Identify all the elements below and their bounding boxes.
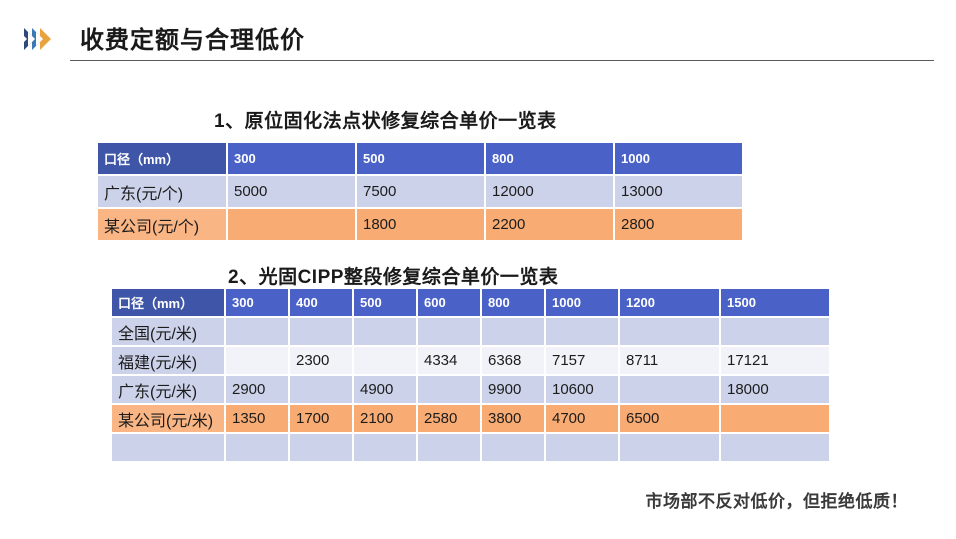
row-label: 全国(元/米) <box>112 318 224 345</box>
chevron-right-icon-3 <box>36 28 51 50</box>
table-row: 某公司(元/个) 1800 2200 2800 <box>98 209 742 240</box>
unit-price-table-cipp-lining: 口径（mm） 300 400 500 600 800 1000 1200 150… <box>110 287 831 463</box>
table-cell <box>418 376 480 403</box>
table-cell: 9900 <box>482 376 544 403</box>
table-header-cell: 口径（mm） <box>98 143 226 174</box>
table-row <box>112 434 829 461</box>
unit-price-table-spot-repair: 口径（mm） 300 500 800 1000 广东(元/个) 5000 750… <box>96 141 744 242</box>
table-cell <box>721 318 829 345</box>
table-cell: 13000 <box>615 176 742 207</box>
table-cell: 2300 <box>290 347 352 374</box>
table-cell: 2100 <box>354 405 416 432</box>
table-cell <box>228 209 355 240</box>
table-cell <box>418 434 480 461</box>
chevron-group-icon <box>20 28 51 50</box>
row-label: 某公司(元/个) <box>98 209 226 240</box>
table-cell: 7500 <box>357 176 484 207</box>
table-header-cell: 800 <box>486 143 613 174</box>
table-cell: 6500 <box>620 405 719 432</box>
header-divider <box>70 60 934 61</box>
table-header-row: 口径（mm） 300 400 500 600 800 1000 1200 150… <box>112 289 829 316</box>
slide-header: 收费定额与合理低价 <box>0 0 956 66</box>
table-row: 广东(元/米) 2900 4900 9900 10600 18000 <box>112 376 829 403</box>
table-cell <box>620 376 719 403</box>
table-header-cell: 500 <box>357 143 484 174</box>
table-cell: 2580 <box>418 405 480 432</box>
row-label: 福建(元/米) <box>112 347 224 374</box>
table-cell <box>546 318 618 345</box>
table-cell: 2800 <box>615 209 742 240</box>
table-cell: 1700 <box>290 405 352 432</box>
table-cell: 4334 <box>418 347 480 374</box>
table-cell: 2900 <box>226 376 288 403</box>
row-label <box>112 434 224 461</box>
table-cell <box>546 434 618 461</box>
row-label: 广东(元/个) <box>98 176 226 207</box>
page-title: 收费定额与合理低价 <box>80 27 305 54</box>
table-cell <box>721 434 829 461</box>
table-header-cell: 500 <box>354 289 416 316</box>
table-cell: 5000 <box>228 176 355 207</box>
table-cell: 17121 <box>721 347 829 374</box>
table-row: 福建(元/米) 2300 4334 6368 7157 8711 17121 <box>112 347 829 374</box>
table-cell: 7157 <box>546 347 618 374</box>
table-row: 广东(元/个) 5000 7500 12000 13000 <box>98 176 742 207</box>
table-cell <box>354 347 416 374</box>
section-title-2: 2、光固CIPP整段修复综合单价一览表 <box>228 267 559 288</box>
table-cell: 18000 <box>721 376 829 403</box>
table-header-cell: 800 <box>482 289 544 316</box>
table-cell: 12000 <box>486 176 613 207</box>
table-cell: 4700 <box>546 405 618 432</box>
table-header-cell: 1000 <box>615 143 742 174</box>
table-cell: 8711 <box>620 347 719 374</box>
row-label: 某公司(元/米) <box>112 405 224 432</box>
table-cell <box>482 318 544 345</box>
table-header-cell: 口径（mm） <box>112 289 224 316</box>
table-cell: 4900 <box>354 376 416 403</box>
table-header-cell: 1500 <box>721 289 829 316</box>
table-row: 某公司(元/米) 1350 1700 2100 2580 3800 4700 6… <box>112 405 829 432</box>
table-row: 全国(元/米) <box>112 318 829 345</box>
table-cell <box>226 434 288 461</box>
table-header-cell: 600 <box>418 289 480 316</box>
table-header-cell: 1200 <box>620 289 719 316</box>
table-cell <box>290 376 352 403</box>
table-cell <box>721 405 829 432</box>
table-header-cell: 300 <box>228 143 355 174</box>
table-cell <box>482 434 544 461</box>
table-cell: 3800 <box>482 405 544 432</box>
table-cell <box>226 318 288 345</box>
footer-note: 市场部不反对低价，但拒绝低质！ <box>645 492 908 511</box>
table-cell: 10600 <box>546 376 618 403</box>
table-cell <box>290 318 352 345</box>
row-label: 广东(元/米) <box>112 376 224 403</box>
table-header-cell: 1000 <box>546 289 618 316</box>
table-cell <box>418 318 480 345</box>
table-cell: 1800 <box>357 209 484 240</box>
table-header-cell: 400 <box>290 289 352 316</box>
table-cell <box>620 434 719 461</box>
table-cell <box>226 347 288 374</box>
table-cell: 2200 <box>486 209 613 240</box>
table-header-cell: 300 <box>226 289 288 316</box>
table-cell <box>354 434 416 461</box>
table-cell <box>290 434 352 461</box>
table-header-row: 口径（mm） 300 500 800 1000 <box>98 143 742 174</box>
table-cell <box>620 318 719 345</box>
table-cell: 6368 <box>482 347 544 374</box>
table-cell <box>354 318 416 345</box>
table-cell: 1350 <box>226 405 288 432</box>
section-title-1: 1、原位固化法点状修复综合单价一览表 <box>214 111 557 132</box>
